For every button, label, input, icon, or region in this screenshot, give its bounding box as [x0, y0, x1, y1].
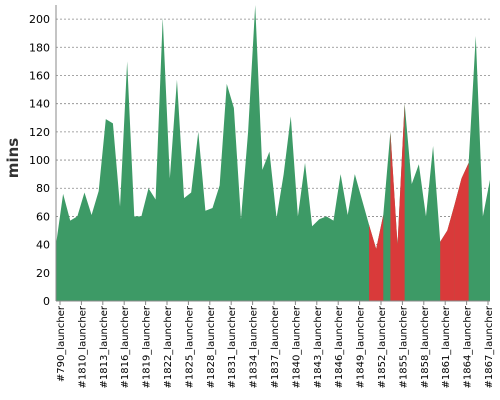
y-tick-labels: 0 20 40 60 80 100 120 140 160 180 200: [29, 13, 50, 308]
area-layer: [56, 5, 490, 301]
y-tick-label: 100: [29, 154, 50, 167]
series-area: [56, 5, 490, 301]
x-tick-label: #1855_launcher: [398, 305, 409, 388]
axis-layer: [55, 5, 490, 302]
x-tick-label: #1825_launcher: [184, 305, 195, 388]
y-tick-label: 40: [36, 239, 50, 252]
x-tick-label: #1858_launcher: [420, 305, 431, 388]
y-axis-title: mins: [4, 138, 22, 178]
x-tick-label: #1852_launcher: [377, 305, 388, 388]
y-tick-label: 20: [36, 267, 50, 280]
y-tick-label: 80: [36, 182, 50, 195]
x-tick-label: #1831_launcher: [227, 305, 238, 388]
y-tick-label: 160: [29, 69, 50, 82]
x-tick-label: #1813_launcher: [99, 305, 110, 388]
y-tick-label: 140: [29, 98, 50, 111]
x-tick-label: #1819_launcher: [142, 305, 153, 388]
x-tick-label: #1834_launcher: [249, 305, 260, 388]
x-tick-label: #1849_launcher: [356, 305, 367, 388]
x-tick-label: #790_launcher: [56, 305, 67, 382]
y-tick-label: 180: [29, 41, 50, 54]
x-tick-label: #1822_launcher: [163, 305, 174, 388]
x-tick-label: #1867_launcher: [484, 305, 495, 388]
failure-segment: [369, 215, 384, 301]
x-tick-labels: #790_launcher #1810_launcher #1813_launche…: [56, 301, 495, 389]
x-tick-label: #1840_launcher: [291, 305, 302, 388]
x-tick-label: #1837_launcher: [270, 305, 281, 388]
x-tick-label: #1861_launcher: [441, 305, 452, 388]
y-tick-label: 200: [29, 13, 50, 26]
failure-segment: [440, 205, 455, 301]
x-tick-label: #1816_launcher: [120, 305, 131, 388]
y-tick-label: 60: [36, 210, 50, 223]
x-tick-label: #1864_launcher: [463, 305, 474, 388]
x-tick-label: #1810_launcher: [77, 305, 88, 388]
y-tick-label: 0: [43, 295, 50, 308]
y-tick-label: 120: [29, 126, 50, 139]
x-tick-label: #1846_launcher: [334, 305, 345, 388]
failure-segment: [454, 162, 469, 301]
failure-segment: [390, 103, 405, 301]
x-tick-label: #1828_launcher: [206, 305, 217, 388]
x-tick-label: #1843_launcher: [313, 305, 324, 388]
